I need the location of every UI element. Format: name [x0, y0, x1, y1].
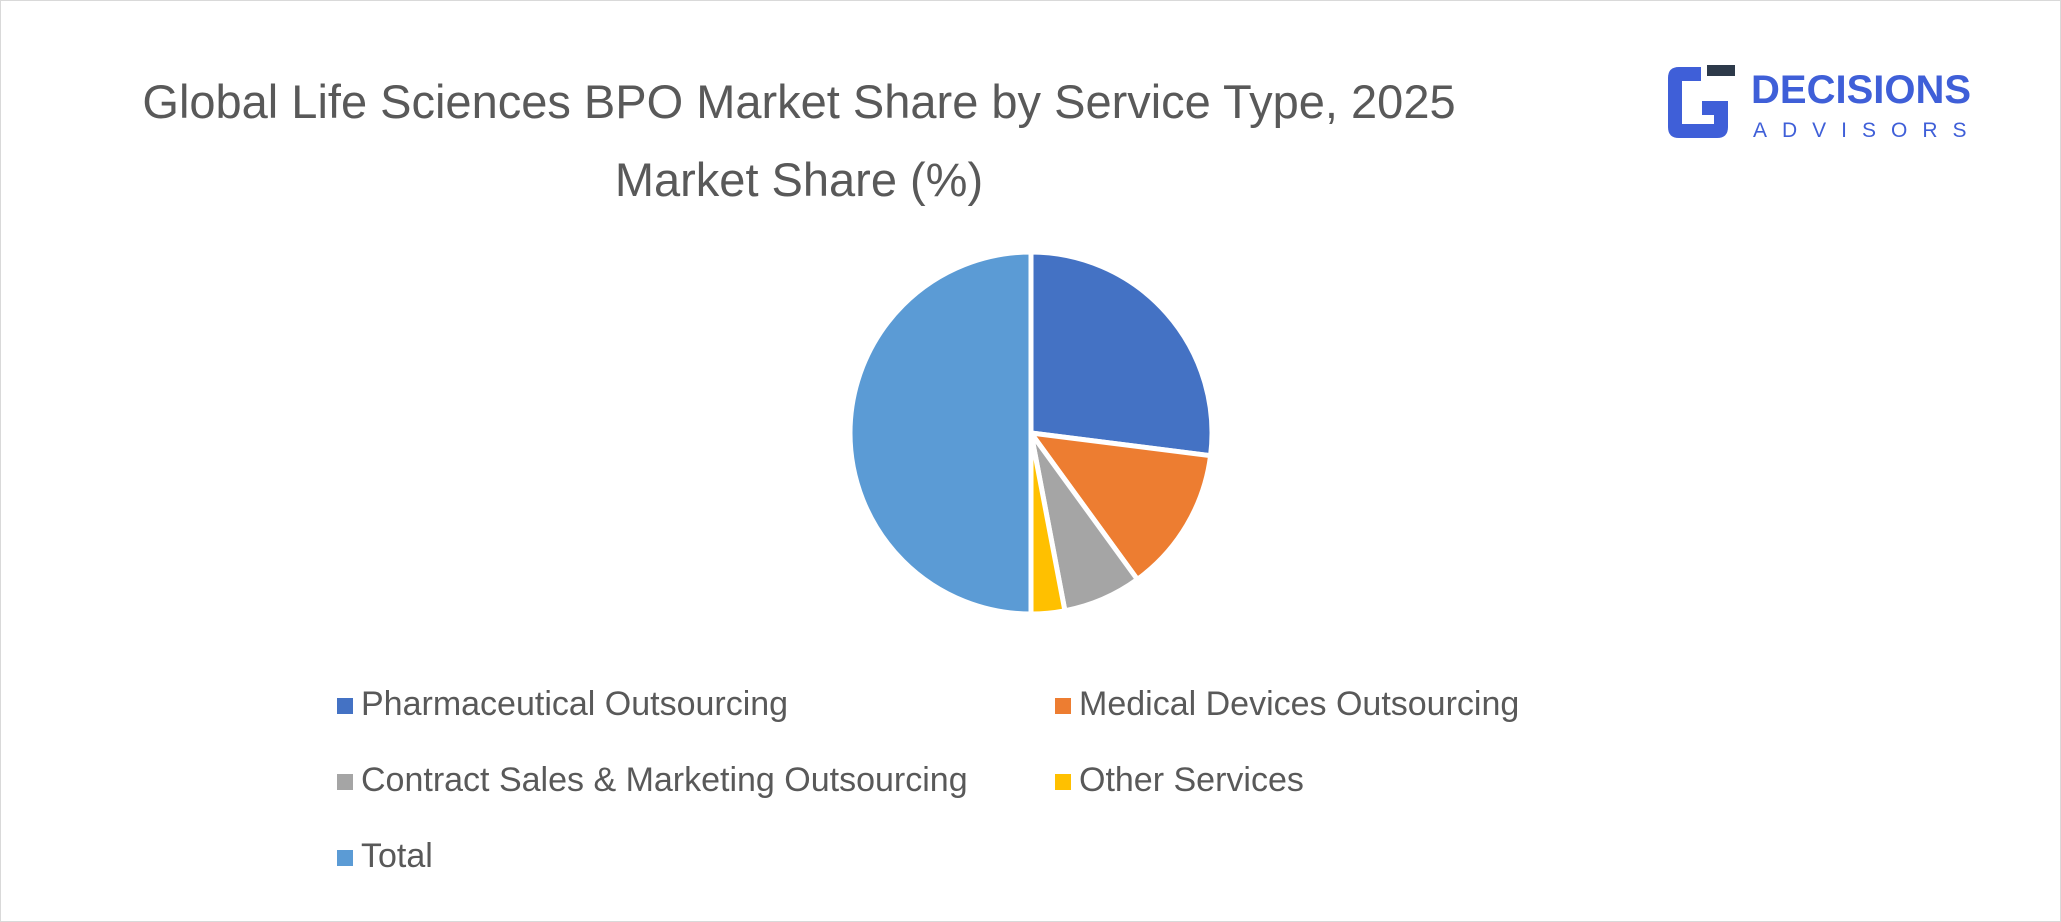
legend-marker	[337, 774, 353, 790]
logo-icon	[1668, 67, 1728, 138]
logo-name: DECISIONS	[1751, 68, 1971, 112]
pie-slice	[1028, 249, 1215, 459]
legend-label: Medical Devices Outsourcing	[1079, 685, 1519, 723]
legend-label: Pharmaceutical Outsourcing	[361, 685, 788, 723]
pie-slice	[1028, 430, 1214, 582]
pie-slice	[847, 249, 1034, 617]
logo-tagline: ADVISORS	[1753, 119, 1982, 142]
legend-label: Other Services	[1079, 761, 1304, 799]
legend-marker	[1055, 698, 1071, 714]
logo-icon-accent	[1707, 65, 1735, 76]
logo: DECISIONS ADVISORS	[1668, 65, 1982, 142]
legend-label: Total	[361, 837, 433, 875]
chart-title: Global Life Sciences BPO Market Share by…	[142, 75, 1456, 206]
legend-marker	[337, 850, 353, 866]
legend-marker	[1055, 774, 1071, 790]
legend-label: Contract Sales & Marketing Outsourcing	[361, 761, 968, 799]
legend-marker	[337, 698, 353, 714]
